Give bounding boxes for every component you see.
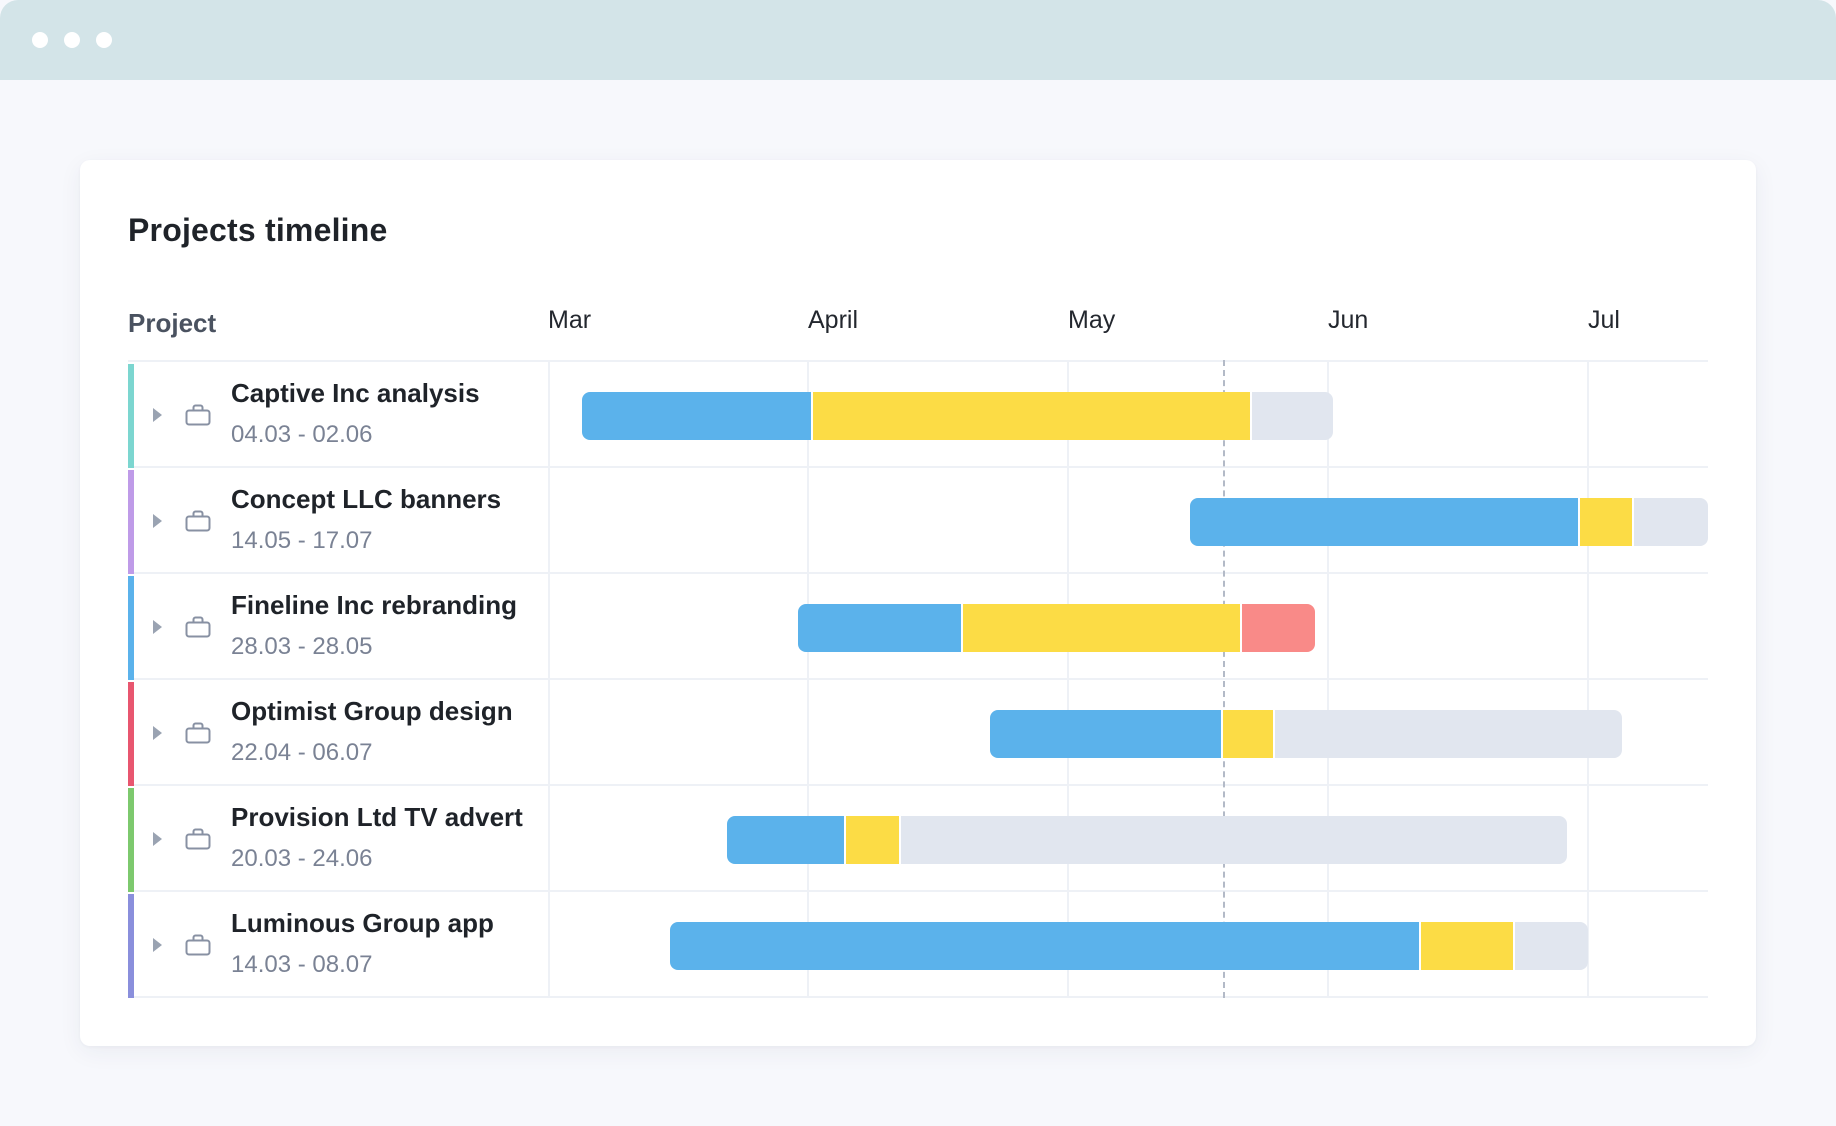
- bar-segment-in-progress[interactable]: [844, 816, 899, 864]
- bar-segment-remaining[interactable]: [898, 816, 1568, 864]
- gantt-bar[interactable]: [1190, 498, 1708, 546]
- card-title: Projects timeline: [128, 212, 388, 248]
- gantt-bar[interactable]: [670, 922, 1588, 970]
- project-dates: 20.03 - 24.06: [231, 845, 373, 872]
- project-dates: 28.03 - 28.05: [231, 633, 373, 660]
- bar-segment-remaining[interactable]: [1512, 922, 1588, 970]
- expand-caret-icon[interactable]: [153, 938, 162, 952]
- briefcase-icon: [185, 616, 211, 638]
- gantt-bar[interactable]: [727, 816, 1568, 864]
- bar-segment-in-progress[interactable]: [1221, 710, 1274, 758]
- project-dates: 14.03 - 08.07: [231, 951, 373, 978]
- briefcase-icon: [185, 828, 211, 850]
- month-label: May: [1068, 306, 1116, 334]
- bar-segment-overdue[interactable]: [1239, 604, 1315, 652]
- gantt-bar[interactable]: [581, 392, 1334, 440]
- bar-segment-done[interactable]: [797, 604, 962, 652]
- gantt-bar[interactable]: [797, 604, 1315, 652]
- bar-segment-remaining[interactable]: [1273, 710, 1622, 758]
- expand-caret-icon[interactable]: [153, 408, 162, 422]
- month-label: April: [808, 306, 859, 334]
- project-name: Optimist Group design: [231, 696, 513, 726]
- briefcase-icon: [185, 934, 211, 956]
- project-name: Fineline Inc rebranding: [231, 590, 518, 620]
- gantt-bar[interactable]: [990, 710, 1622, 758]
- bar-segment-done[interactable]: [990, 710, 1222, 758]
- bar-segment-in-progress[interactable]: [810, 392, 1250, 440]
- projects-timeline-card: Projects timeline Project Mar April May Jun…: [80, 160, 1756, 1046]
- project-row[interactable]: Concept LLC banners 14.05 - 17.07: [128, 468, 1708, 574]
- project-color-stripe: [128, 576, 134, 680]
- briefcase-icon: [185, 404, 211, 426]
- month-label: Mar: [548, 306, 592, 334]
- bar-segment-remaining[interactable]: [1249, 392, 1334, 440]
- project-color-stripe: [128, 788, 134, 892]
- bar-segment-done[interactable]: [1190, 498, 1578, 546]
- project-dates: 14.05 - 17.07: [231, 527, 373, 554]
- today-marker: [1223, 360, 1225, 998]
- window-title-bar: [0, 0, 1836, 80]
- project-color-stripe: [128, 470, 134, 574]
- bar-segment-done[interactable]: [727, 816, 845, 864]
- briefcase-icon: [185, 722, 211, 744]
- column-divider: [548, 360, 550, 998]
- project-row[interactable]: Luminous Group app 14.03 - 08.07: [128, 892, 1708, 998]
- bar-segment-done[interactable]: [670, 922, 1419, 970]
- project-row[interactable]: Captive Inc analysis 04.03 - 02.06: [128, 362, 1708, 468]
- project-dates: 04.03 - 02.06: [231, 421, 373, 448]
- bar-segment-remaining[interactable]: [1632, 498, 1708, 546]
- briefcase-icon: [185, 510, 211, 532]
- month-label: Jun: [1328, 306, 1369, 334]
- bar-segment-done[interactable]: [581, 392, 811, 440]
- window-control-dot[interactable]: [32, 32, 48, 48]
- month-label: Jul: [1588, 306, 1620, 334]
- project-name: Provision Ltd TV advert: [231, 802, 523, 832]
- window-control-dot[interactable]: [64, 32, 80, 48]
- project-row[interactable]: Optimist Group design 22.04 - 06.07: [128, 680, 1708, 786]
- expand-caret-icon[interactable]: [153, 514, 162, 528]
- project-color-stripe: [128, 364, 134, 468]
- project-dates: 22.04 - 06.07: [231, 739, 373, 766]
- project-row[interactable]: Provision Ltd TV advert 20.03 - 24.06: [128, 786, 1708, 892]
- expand-caret-icon[interactable]: [153, 832, 162, 846]
- expand-caret-icon[interactable]: [153, 726, 162, 740]
- project-color-stripe: [128, 682, 134, 786]
- bar-segment-in-progress[interactable]: [961, 604, 1240, 652]
- window-control-dot[interactable]: [96, 32, 112, 48]
- project-color-stripe: [128, 894, 134, 998]
- timeline-table: Captive Inc analysis 04.03 - 02.06 Concept…: [128, 360, 1708, 998]
- project-column-header: Project: [128, 308, 217, 338]
- table-top-border: [128, 360, 1708, 362]
- project-name: Captive Inc analysis: [231, 378, 480, 408]
- bar-segment-in-progress[interactable]: [1577, 498, 1633, 546]
- project-row[interactable]: Fineline Inc rebranding 28.03 - 28.05: [128, 574, 1708, 680]
- bar-segment-in-progress[interactable]: [1418, 922, 1513, 970]
- expand-caret-icon[interactable]: [153, 620, 162, 634]
- project-name: Luminous Group app: [231, 908, 494, 938]
- project-name: Concept LLC banners: [231, 484, 502, 514]
